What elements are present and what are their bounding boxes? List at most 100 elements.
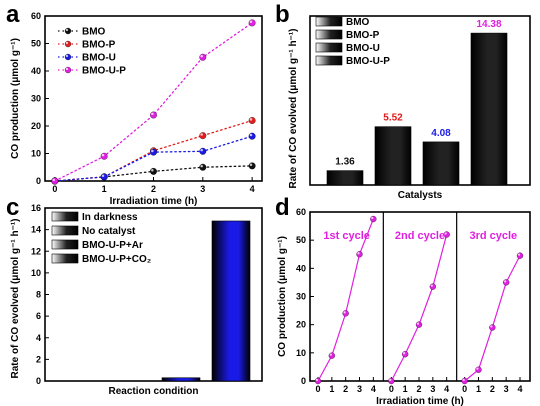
panel-b-value-label: 4.08	[431, 128, 451, 139]
panel-d-xtick-label: 0	[462, 384, 467, 394]
panel-letter-a: a	[6, 1, 20, 28]
panel-a-xtick-label: 1	[102, 184, 107, 194]
panel-d-point	[516, 252, 524, 259]
panel-b-legend-swatch	[315, 16, 343, 27]
panel-a-legend-label: BMO	[82, 27, 106, 38]
panel-b-legend-label: BMO-U-P	[346, 56, 390, 67]
panel-a-point-highlight	[101, 153, 105, 157]
panel-d-point-highlight	[430, 284, 433, 287]
panel-d-point-highlight	[476, 367, 479, 370]
panel-d-point-highlight	[389, 378, 392, 382]
panel-a-series-line	[54, 22, 253, 182]
panel-a-legend-marker-highlight	[65, 28, 69, 32]
panel-b-bar	[326, 170, 364, 186]
panel-a-ytick-label: 0	[36, 176, 41, 186]
panel-d-ytick-label: 40	[296, 263, 306, 273]
panel-c-xlabel: Reaction condition	[109, 386, 199, 397]
panel-a-legend-label: BMO-U-P	[82, 66, 126, 77]
panel-a-legend-marker-highlight	[65, 41, 69, 45]
panel-d-point-highlight	[503, 280, 507, 283]
panel-d-cycle-line	[464, 255, 521, 382]
panel-a-point-highlight	[52, 178, 55, 182]
panel-b-bar	[470, 32, 508, 186]
panel-d-xtick-label: 3	[430, 384, 435, 394]
panel-d-point-highlight	[490, 325, 493, 328]
panel-d-xtick-label: 1	[403, 384, 408, 394]
panel-c-ytick-label: 2	[36, 354, 41, 364]
panel-d-point	[402, 351, 409, 358]
panel-c-ytick-label: 4	[36, 333, 41, 343]
panel-a-ytick-label: 20	[31, 121, 41, 131]
panel-c-ytick-label: 14	[31, 225, 41, 235]
panel-c-legend-label: No catalyst	[82, 226, 136, 237]
panel-a-ytick-label: 40	[31, 66, 41, 76]
panel-a-ytick-label: 50	[31, 39, 41, 49]
panel-a-point-highlight	[249, 118, 253, 121]
panel-c-legend-label: In darkness	[82, 212, 138, 223]
panel-d-point-highlight	[357, 252, 360, 255]
panel-d-xtick-label: 0	[315, 384, 320, 394]
panel-a-point-highlight	[101, 174, 105, 177]
panel-d-ytick-label: 30	[296, 292, 306, 302]
panel-d-point	[461, 377, 468, 385]
panel-b-legend-label: BMO-P	[346, 30, 380, 41]
panel-d-point-highlight	[444, 232, 447, 235]
panel-c-legend-label: BMO-U-P+CO₂	[82, 254, 151, 265]
panel-b-ylabel: Rate of CO evolved (μmol g⁻¹ h⁻¹)	[288, 28, 299, 188]
panel-c-ylabel: Rate of CO evolved (μmol g⁻¹ h⁻¹)	[10, 218, 21, 378]
panel-a-point-highlight	[151, 149, 154, 153]
panel-a-xtick-label: 3	[200, 184, 205, 194]
panel-a-xtick-label: 4	[250, 184, 255, 194]
panel-d-point-highlight	[517, 253, 521, 256]
panel-d-cycle-line	[390, 234, 448, 382]
panel-a-point	[51, 177, 59, 185]
panel-c-ytick-label: 0	[36, 376, 41, 386]
panel-b-legend-swatch	[315, 29, 343, 40]
panel-d-xtick-label: 2	[416, 384, 421, 394]
panel-c-legend-swatch	[51, 225, 79, 236]
panel-b-legend-swatch	[315, 55, 343, 66]
panel-b-value-label: 1.36	[335, 157, 355, 168]
panel-a-point	[248, 132, 256, 140]
panel-c-legend-swatch	[51, 211, 79, 222]
panel-a-point	[100, 173, 108, 181]
panel-d-cycle-label: 1st cycle	[323, 230, 369, 242]
panel-c-ytick-label: 16	[31, 203, 41, 213]
panel-a-legend-marker-highlight	[65, 67, 69, 71]
panel-letter-b: b	[275, 1, 290, 28]
panel-c-ytick-label: 10	[31, 268, 41, 278]
panel-a-point	[199, 132, 207, 140]
panel-a-point-highlight	[200, 54, 203, 58]
panel-a-legend-marker	[64, 27, 72, 35]
panel-a-legend-marker	[64, 66, 72, 74]
panel-d-point	[314, 377, 322, 385]
panel-a-legend-marker	[64, 53, 72, 61]
panel-d-cycle-line	[317, 218, 374, 382]
panel-a-legend-marker	[64, 40, 72, 48]
panel-b-frame	[309, 15, 531, 186]
panel-b-bar	[422, 141, 460, 186]
panel-b-value-label: 14.38	[476, 19, 501, 30]
panel-d-xtick-label: 3	[357, 384, 362, 394]
panel-b-legend-label: BMO	[346, 17, 370, 28]
panel-d-ylabel: CO production (μmol g⁻¹)	[277, 236, 288, 357]
panel-b-xlabel: Catalysts	[398, 190, 443, 201]
panel-d-point	[388, 377, 395, 385]
panel-a-point-highlight	[249, 20, 253, 23]
panel-a-point	[199, 53, 207, 61]
panel-letter-d: d	[275, 194, 290, 221]
panel-d-xtick-label: 2	[490, 384, 495, 394]
panel-b-legend-label: BMO-U	[346, 43, 380, 54]
panel-d-ytick-label: 10	[296, 348, 306, 358]
panel-c-ytick-label: 12	[31, 246, 41, 256]
panel-d-point-highlight	[462, 378, 465, 382]
panel-c-ytick-label: 6	[36, 311, 41, 321]
panel-letter-c: c	[6, 194, 19, 221]
panel-a-xtick-label: 0	[52, 184, 57, 194]
panel-d-point	[370, 215, 377, 223]
panel-c-legend-swatch	[51, 253, 79, 264]
panel-a-legend-label: BMO-U	[82, 53, 116, 64]
panel-d-point-highlight	[416, 322, 420, 325]
panel-d-point	[415, 321, 423, 328]
